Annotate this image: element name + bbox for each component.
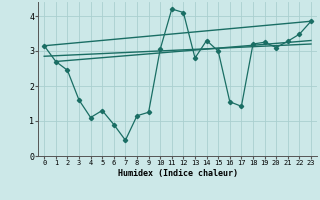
X-axis label: Humidex (Indice chaleur): Humidex (Indice chaleur) [118, 169, 238, 178]
